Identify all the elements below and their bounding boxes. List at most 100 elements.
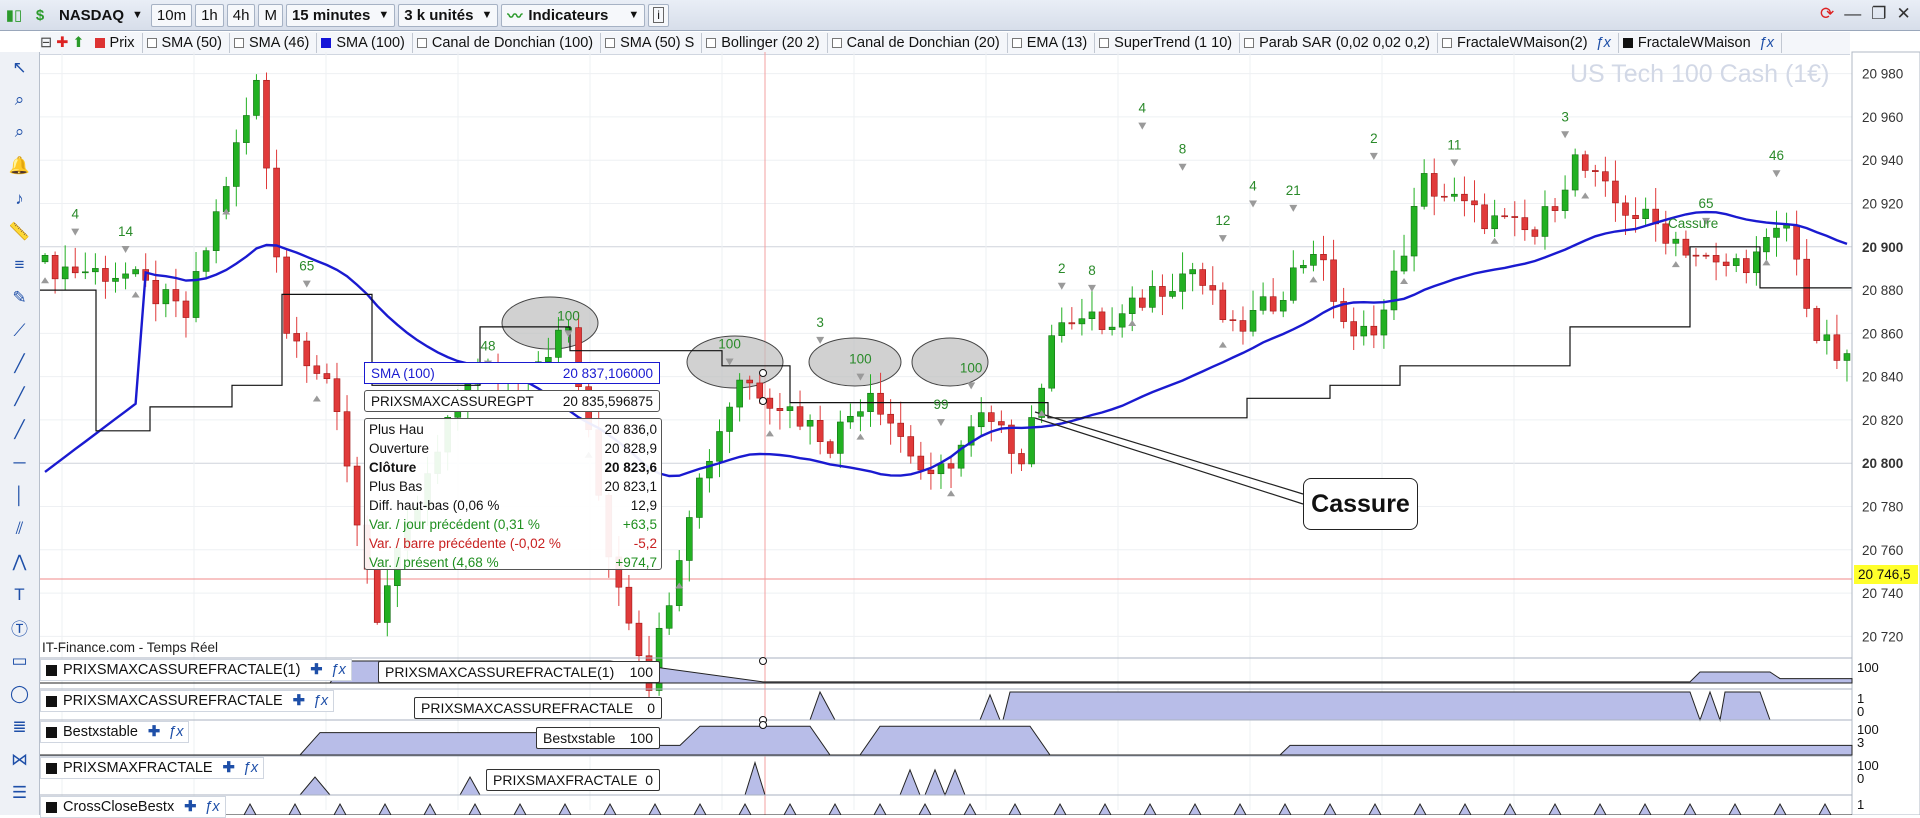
ruler-icon[interactable]: 📏 [8,221,31,241]
period-m-button[interactable]: M [258,3,283,27]
add-icon[interactable]: ✚ [222,760,235,776]
add-icon[interactable]: ✚ [147,724,161,740]
text-circle-icon[interactable]: Ⓣ [11,620,28,639]
legend-checkbox[interactable] [233,38,244,48]
zigzag-icon[interactable]: ⋀ [12,551,27,571]
rectangle-icon[interactable]: ▭ [11,650,28,670]
tooltip-value: 20 828,9 [604,441,657,456]
thick-line-icon[interactable]: ╱ [14,386,25,406]
candle-body [343,411,351,467]
dollar-icon[interactable]: $ [35,6,45,24]
indicators-button[interactable]: 〰 Indicateurs ▼ [501,3,646,27]
text-icon[interactable]: T [14,584,25,604]
legend-checkbox[interactable] [146,38,157,48]
legend-item-10[interactable]: Parab SAR (0,02 0,02 0,2) [1240,33,1439,53]
legend-item-2[interactable]: SMA (46) [230,33,318,53]
more-tools-icon[interactable]: ☰ [11,782,28,802]
cassure-annotation[interactable]: Cassure [1303,478,1418,530]
formula-icon[interactable]: ƒx [204,799,220,815]
legend-item-3[interactable]: SMA (100) [317,33,413,53]
formula-icon[interactable]: ƒx [168,724,184,740]
restore-icon[interactable]: ❐ [1871,4,1887,23]
legend-item-6[interactable]: Bollinger (20 2) [702,33,828,53]
minimize-icon[interactable]: — [1844,4,1862,23]
cursor-icon[interactable]: ↖ [12,57,27,77]
candle-body [1743,258,1750,274]
zoom-area-icon[interactable]: ⌕ [14,121,25,141]
legend-checkbox[interactable] [1244,38,1255,48]
add-icon[interactable]: ✚ [184,799,197,815]
units-dropdown[interactable]: 3 k unités ▼ [398,3,499,27]
formula-icon[interactable]: ƒx [242,760,259,776]
subpanel-spike [1458,802,1472,815]
timeframe-dropdown[interactable]: 15 minutes ▼ [285,3,396,27]
subpanel-label-0[interactable]: PRIXSMAXCASSUREFRACTALE(1) ✚ ƒx [40,659,352,681]
pattern-icon[interactable]: ⋈ [11,749,28,769]
candle-body [957,444,965,469]
subpanel-label-2[interactable]: Bestxstable ✚ ƒx [40,721,190,743]
formula-icon[interactable]: ƒx [1758,35,1775,51]
hline-icon[interactable]: ─ [13,452,26,472]
legend-item-1[interactable]: SMA (50) [143,33,230,53]
legend-checkbox[interactable] [605,38,616,48]
subpanel-value-tooltip: PRIXSMAXFRACTALE 0 [486,769,660,791]
line-icon[interactable]: ╱ [14,353,25,373]
close-icon[interactable]: ✕ [1896,4,1911,23]
candle-body [102,268,109,282]
add-icon[interactable]: ✚ [292,693,305,709]
legend-item-9[interactable]: SuperTrend (1 10) [1095,33,1241,53]
legend-item-7[interactable]: Canal de Donchian (20) [828,33,1008,53]
pen-icon[interactable]: ✎ [12,287,27,307]
legend-checkbox[interactable] [1622,38,1633,48]
legend-item-0[interactable]: Prix [91,33,143,53]
formula-icon[interactable]: ƒx [330,662,346,678]
legend-checkbox[interactable] [831,38,842,48]
subpanel-spike [378,802,392,815]
chart-settings-icons[interactable]: ⊟ ✚ ⬆ [40,35,85,51]
legend-item-8[interactable]: EMA (13) [1008,33,1096,53]
fibonacci-icon[interactable]: ≣ [12,716,27,736]
formula-icon[interactable]: ƒx [1595,35,1611,51]
period-4h-button[interactable]: 4h [226,3,256,27]
candle-body [61,266,69,280]
zoom-icon[interactable]: ⌕ [14,89,25,109]
chart-grid [40,52,1852,815]
bell-icon[interactable]: ♪ [15,188,24,208]
legend-checkbox[interactable] [1442,38,1453,48]
alert-icon[interactable]: 🔔 [8,155,31,175]
segment-icon[interactable]: ⟋ [13,320,26,340]
legend-checkbox[interactable] [1011,38,1022,48]
legend-checkbox[interactable] [416,38,427,48]
vline-icon[interactable]: │ [14,485,25,505]
refresh-icon[interactable]: ⟳ [1820,4,1835,23]
ray-icon[interactable]: ╱ [14,419,25,439]
period-1h-button[interactable]: 1h [195,3,224,27]
candle-body [1531,229,1539,237]
legend-checkbox[interactable] [94,38,105,48]
add-icon[interactable]: ✚ [310,662,323,678]
subpanel-spike [738,802,752,815]
legend-item-11[interactable]: FractaleWMaison(2) ƒx [1438,33,1619,53]
legend-item-5[interactable]: SMA (50) S [601,33,703,53]
ellipse-icon[interactable]: ◯ [9,683,30,703]
subpanel-label-1[interactable]: PRIXSMAXCASSUREFRACTALE ✚ ƒx [40,690,335,712]
info-button[interactable]: i [648,3,669,27]
formula-icon[interactable]: ƒx [312,693,329,709]
candles-icon[interactable]: ▮▯ [5,7,23,24]
levels-icon[interactable]: ≡ [14,254,25,274]
fractal-low-triangle [675,582,684,589]
candle-body [1350,321,1357,337]
legend-checkbox[interactable] [321,38,332,48]
period-10m-button[interactable]: 10m [150,3,193,27]
candle-body [1702,254,1710,257]
channel-icon[interactable]: ⫽ [15,518,24,538]
legend-checkbox[interactable] [1099,38,1110,48]
legend-item-12[interactable]: FractaleWMaison ƒx [1619,33,1783,53]
subpanel-label-3[interactable]: PRIXSMAXFRACTALE ✚ ƒx [40,757,265,779]
legend-checkbox[interactable] [706,38,717,48]
legend-item-4[interactable]: Canal de Donchian (100) [413,33,602,53]
symbol-selector[interactable]: NASDAQ ▼ [54,4,148,27]
subpanel-spike [1503,802,1517,815]
candle-body [1793,224,1800,260]
